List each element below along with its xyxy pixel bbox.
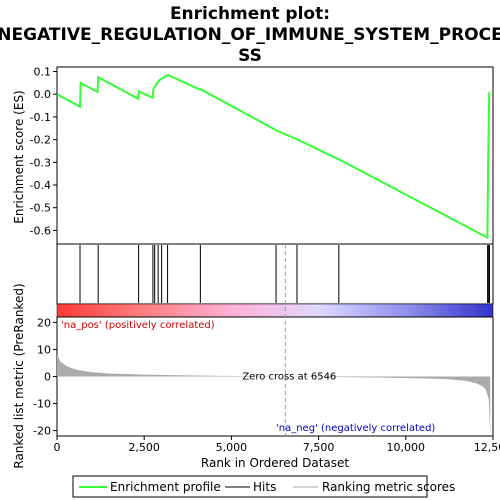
- legend-hits-label: Hits: [253, 480, 276, 494]
- metric-y-tick-label: 10: [37, 343, 51, 356]
- enrichment-profile-line: [56, 73, 491, 240]
- chart-title-line-2: NEGATIVE_REGULATION_OF_IMMUNE_SYSTEM_PRO…: [0, 25, 500, 45]
- chart-title-line-1: Enrichment plot:: [170, 4, 330, 24]
- ranking-gradient-bar: [56, 303, 494, 318]
- es-y-tick-label: -0.2: [30, 134, 51, 147]
- es-y-tick-label: -0.4: [30, 179, 51, 192]
- metric-y-tick-label: 20: [37, 316, 51, 329]
- x-tick-label: 2,500: [128, 441, 160, 454]
- x-tick-label: 5,000: [216, 441, 248, 454]
- x-tick-label: 10,000: [387, 441, 426, 454]
- metric-axis-label: Ranked list metric (PreRanked): [12, 283, 26, 468]
- metric-y-tick-label: 0: [44, 371, 51, 384]
- es-y-tick-label: -0.1: [30, 111, 51, 124]
- metric-y-tick-label: -10: [33, 398, 51, 411]
- metric-y-tick-label: -20: [33, 425, 51, 438]
- x-axis-label: Rank in Ordered Dataset: [201, 456, 349, 470]
- es-y-tick-label: -0.3: [30, 156, 51, 169]
- hits-panel-frame: [56, 243, 494, 305]
- es-axis-label: Enrichment score (ES): [12, 90, 26, 223]
- legend-enrichment-label: Enrichment profile: [110, 480, 221, 494]
- es-y-tick-label: 0.0: [34, 88, 52, 101]
- x-tick-label: 0: [54, 441, 61, 454]
- negative-correlation-label: 'na_neg' (negatively correlated): [276, 423, 435, 434]
- es-y-tick-label: -0.6: [30, 224, 51, 237]
- metric-panel: 20 10 0 -10 -20 Zero cross at 6546 'na_pos' …: [12, 244, 494, 469]
- chart-title-line-3: SS: [238, 46, 262, 66]
- legend-metric-label: Ranking metric scores: [322, 480, 455, 494]
- es-panel: 0.1 0.0 -0.1 -0.2 -0.3 -0.4 -0.5 -0.6 Enrichmen…: [12, 66, 494, 245]
- x-tick-label: 12,500: [474, 441, 500, 454]
- legend: Enrichment profile Hits Ranking metric s…: [72, 475, 455, 498]
- es-panel-frame: [56, 66, 494, 245]
- es-y-tick-label: -0.5: [30, 202, 51, 215]
- hits-panel: [56, 243, 494, 318]
- positive-correlation-label: 'na_pos' (positively correlated): [61, 320, 215, 331]
- x-tick-label: 7,500: [303, 441, 335, 454]
- zero-cross-label: Zero cross at 6546: [242, 372, 336, 383]
- es-y-tick-label: 0.1: [34, 66, 52, 79]
